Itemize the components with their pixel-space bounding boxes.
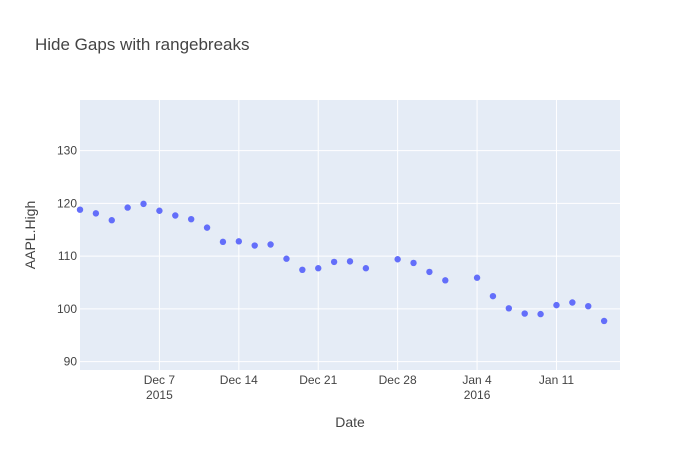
x-tick-label: Dec 28 xyxy=(379,373,417,387)
data-point[interactable] xyxy=(489,292,497,300)
data-point[interactable] xyxy=(521,310,528,317)
data-point[interactable] xyxy=(569,299,576,306)
data-point[interactable] xyxy=(505,305,513,312)
data-point[interactable] xyxy=(537,310,544,318)
data-point[interactable] xyxy=(203,224,211,231)
data-point[interactable] xyxy=(124,204,131,211)
data-point[interactable] xyxy=(187,215,195,223)
data-point[interactable] xyxy=(140,200,147,208)
data-point[interactable] xyxy=(267,241,274,248)
data-point[interactable] xyxy=(410,259,417,267)
x-axis-title: Date xyxy=(335,414,365,430)
x-tick-label: Jan 11 xyxy=(539,373,574,387)
data-point[interactable] xyxy=(108,217,115,224)
data-point[interactable] xyxy=(426,268,433,276)
y-tick-label: 120 xyxy=(57,196,77,210)
data-point[interactable] xyxy=(315,265,322,272)
y-tick-label: 130 xyxy=(57,144,77,158)
data-point[interactable] xyxy=(283,255,290,262)
data-point[interactable] xyxy=(600,317,608,325)
data-point[interactable] xyxy=(299,266,306,274)
x-tick-label: Jan 4 xyxy=(462,373,492,387)
data-point[interactable] xyxy=(553,301,560,309)
y-tick-label: 100 xyxy=(57,302,77,316)
x-tick-label: Dec 7 xyxy=(144,373,176,387)
data-point[interactable] xyxy=(251,242,258,249)
data-point[interactable] xyxy=(473,274,481,281)
x-tick-year-label: 2016 xyxy=(464,388,491,402)
y-axis-ticks: 90 100 110 120 130 xyxy=(57,144,77,369)
data-point[interactable] xyxy=(92,210,100,217)
data-point[interactable] xyxy=(330,258,338,266)
x-tick-label: Dec 21 xyxy=(299,373,337,387)
data-point[interactable] xyxy=(362,265,370,272)
data-point[interactable] xyxy=(219,238,227,246)
y-tick-label: 90 xyxy=(64,355,78,369)
data-point[interactable] xyxy=(585,302,592,310)
x-tick-label: Dec 14 xyxy=(220,373,258,387)
data-point[interactable] xyxy=(172,212,179,219)
plot-area[interactable] xyxy=(80,100,620,370)
y-axis-title: AAPL.High xyxy=(22,201,38,269)
x-tick-year-label: 2015 xyxy=(146,388,173,402)
data-points xyxy=(76,200,608,325)
data-point[interactable] xyxy=(442,277,449,284)
chart-title: Hide Gaps with rangebreaks xyxy=(35,35,250,54)
data-point[interactable] xyxy=(346,258,354,265)
data-point[interactable] xyxy=(156,207,163,214)
data-point[interactable] xyxy=(394,256,401,263)
gridlines xyxy=(80,100,620,370)
data-point[interactable] xyxy=(76,206,84,213)
y-tick-label: 110 xyxy=(58,249,77,263)
data-point[interactable] xyxy=(235,238,243,245)
